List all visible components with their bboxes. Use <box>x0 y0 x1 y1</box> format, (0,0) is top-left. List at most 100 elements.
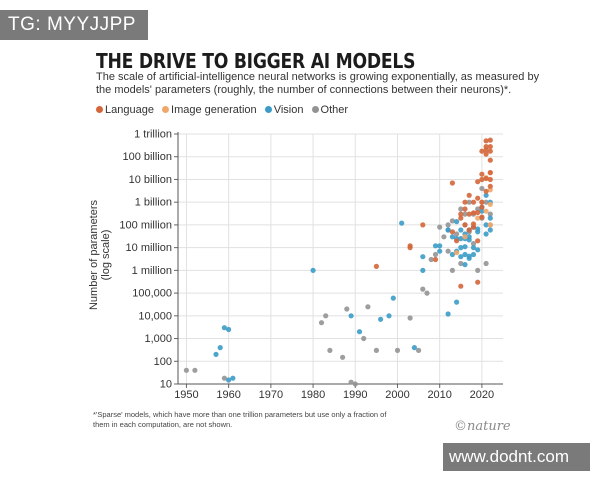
point-language <box>479 148 485 154</box>
point-other <box>449 267 455 273</box>
point-language <box>475 179 481 185</box>
point-vision <box>458 227 464 233</box>
point-language <box>483 188 489 194</box>
point-language <box>462 222 468 228</box>
point-other <box>365 304 371 310</box>
point-vision <box>217 345 223 351</box>
point-other <box>454 231 460 237</box>
point-vision <box>449 234 455 240</box>
point-other <box>416 347 422 353</box>
point-other <box>348 379 354 385</box>
y-tick-label: 1 billion <box>135 197 172 209</box>
point-vision <box>483 222 489 228</box>
point-language <box>373 263 379 269</box>
point-other <box>458 206 464 212</box>
point-language <box>420 222 426 228</box>
point-other <box>445 248 451 254</box>
point-language <box>487 144 493 150</box>
point-other <box>327 347 333 353</box>
x-tick-label: 1980 <box>301 389 325 401</box>
point-other <box>483 260 489 267</box>
point-language <box>466 192 472 198</box>
point-language <box>487 137 493 143</box>
point-language <box>454 238 460 244</box>
y-tick-label: 1,000 <box>144 333 172 345</box>
point-vision <box>230 375 236 381</box>
point-vision <box>378 316 384 322</box>
point-other <box>394 347 401 353</box>
nature-brand: ©nature <box>454 419 511 434</box>
legend-swatch-vision <box>264 106 272 113</box>
point-language <box>462 199 468 205</box>
y-tick-label: 100 <box>154 356 172 368</box>
point-vision <box>348 313 354 319</box>
point-image-generation <box>487 201 493 207</box>
point-language <box>479 204 485 210</box>
point-language <box>475 209 481 216</box>
point-language <box>466 227 472 233</box>
point-vision <box>226 326 232 333</box>
point-vision <box>475 226 481 232</box>
point-language <box>479 214 485 220</box>
legend-swatch-image-generation <box>162 106 170 113</box>
point-image-generation <box>454 250 460 256</box>
point-language <box>458 211 464 217</box>
x-tick-label: 2010 <box>427 389 451 401</box>
x-tick-label: 1950 <box>174 389 198 401</box>
point-language <box>470 210 477 216</box>
point-vision <box>475 247 481 253</box>
point-language <box>449 180 455 186</box>
legend-item-image-generation: Image generation <box>162 104 257 116</box>
point-vision <box>470 251 477 258</box>
point-vision <box>221 325 227 331</box>
point-language <box>487 170 493 176</box>
point-other <box>352 381 358 387</box>
point-vision <box>449 251 455 258</box>
point-vision <box>445 227 451 233</box>
y-tick-label: 1 million <box>132 265 172 277</box>
y-tick-label: 100,000 <box>132 288 172 300</box>
point-vision <box>420 254 426 260</box>
point-vision <box>356 329 363 335</box>
legend-item-other: Other <box>311 104 349 116</box>
legend: Language Image generation Vision Other <box>96 104 353 118</box>
point-other <box>424 290 430 296</box>
point-vision <box>458 254 464 260</box>
point-image-generation <box>475 215 481 221</box>
point-image-generation <box>487 222 493 228</box>
point-other <box>483 199 489 205</box>
point-vision <box>458 245 464 251</box>
y-tick-label: 10 billion <box>129 174 172 186</box>
point-language <box>449 229 455 235</box>
point-language <box>432 256 439 263</box>
point-vision <box>487 227 493 233</box>
y-tick-label: 10 million <box>126 242 172 254</box>
y-tick-label: 100 billion <box>122 151 172 163</box>
point-language <box>483 151 489 157</box>
point-other <box>373 347 379 353</box>
bottom-watermark: www.dodnt.com <box>443 443 590 471</box>
point-other <box>458 260 464 267</box>
chart-subtitle: The scale of artificial-intelligence neu… <box>96 71 540 96</box>
legend-label-other: Other <box>320 104 349 116</box>
point-vision <box>470 245 477 251</box>
point-other <box>323 313 329 319</box>
point-vision <box>310 267 316 273</box>
point-other <box>428 256 434 263</box>
x-tick-label: 1960 <box>216 389 240 401</box>
point-vision <box>483 192 489 198</box>
point-vision <box>454 299 460 305</box>
legend-item-vision: Vision <box>264 104 303 116</box>
point-other <box>340 354 346 360</box>
point-other <box>437 224 443 230</box>
footnote: *'Sparse' models, which have more than o… <box>93 410 387 429</box>
point-vision <box>483 231 489 237</box>
x-tick-label: 2020 <box>470 389 494 401</box>
point-vision <box>458 236 464 242</box>
point-other <box>441 234 447 240</box>
y-tick-label: 1 trillion <box>134 129 172 141</box>
point-other <box>470 241 477 247</box>
point-language <box>466 211 472 217</box>
point-vision <box>445 311 451 317</box>
